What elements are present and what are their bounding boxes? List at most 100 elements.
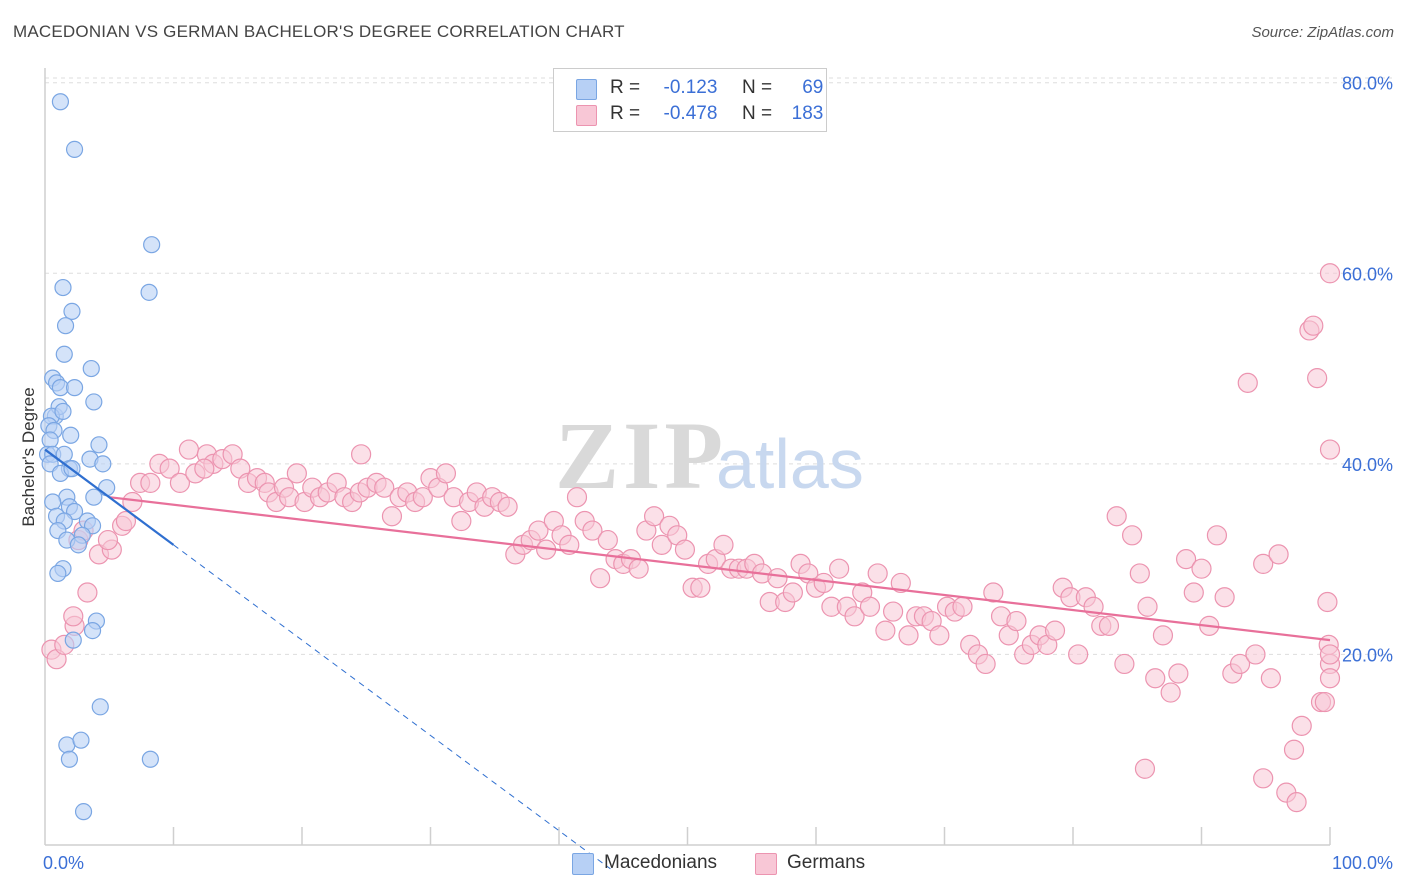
german-point [63, 606, 84, 627]
german-trend-line [109, 496, 1331, 642]
legend-n-label: N = [741, 77, 773, 98]
german-point [1044, 620, 1066, 641]
legend-r-label: R = [610, 77, 641, 98]
macedonian-point [69, 536, 88, 554]
macedonian-point [44, 493, 62, 511]
macedonian-point [85, 488, 103, 506]
german-point [1319, 439, 1341, 460]
german-point [859, 596, 881, 617]
y-axis-label: Bachelor's Degree [19, 387, 38, 526]
german-point [1206, 525, 1228, 546]
german-point [1183, 582, 1204, 603]
macedonian-point [85, 393, 103, 411]
german-point [1137, 596, 1158, 617]
german-point [1319, 263, 1341, 284]
german-point [115, 510, 137, 532]
tick-labels: 20.0% 40.0% 60.0% 80.0% 0.0% 100.0% [43, 74, 1393, 873]
german-point [929, 625, 950, 646]
macedonian-point [143, 236, 161, 254]
macedonians-points [38, 93, 161, 821]
legend-n-label: N = [741, 103, 773, 124]
german-point [1134, 758, 1156, 779]
german-point [975, 653, 996, 675]
legend-label-macedonians: Macedonians [604, 852, 718, 873]
german-point [286, 463, 307, 484]
german-point [1122, 525, 1143, 546]
legend-label-germans: Germans [787, 852, 866, 873]
german-point [412, 487, 433, 508]
german-point [374, 477, 395, 498]
german-point [844, 606, 865, 627]
german-point [194, 458, 215, 479]
macedonian-point [74, 803, 93, 821]
macedonian-point [82, 359, 100, 378]
macedonian-point [72, 731, 90, 749]
german-point [1307, 367, 1328, 389]
source-label: Source: ZipAtlas.com [1251, 24, 1394, 41]
german-point [875, 620, 896, 641]
german-point [1253, 553, 1274, 575]
macedonian-point [51, 93, 70, 111]
german-point [1317, 591, 1338, 613]
german-point [690, 577, 711, 598]
macedonian-point [54, 402, 72, 421]
legend-swatch-macedonians [572, 853, 594, 875]
german-point [1214, 587, 1235, 608]
german-point [597, 529, 618, 551]
macedonian-point [56, 317, 75, 335]
macedonian-trend-line [44, 448, 175, 546]
german-point [651, 534, 672, 555]
german-point [643, 506, 665, 527]
legend-swatch-germans [755, 853, 777, 875]
german-point [1006, 610, 1027, 632]
german-point [1291, 715, 1312, 736]
y-tick-label: 20.0% [1342, 645, 1393, 665]
x-tick-label: 0.0% [43, 853, 84, 873]
german-point [1175, 549, 1197, 570]
macedonian-point [65, 140, 84, 159]
german-point [381, 506, 403, 527]
macedonian-point [140, 283, 158, 301]
legend-n-value: 183 [791, 103, 824, 124]
macedonian-point [94, 455, 112, 473]
german-point [1129, 563, 1150, 584]
german-point [1229, 653, 1251, 675]
german-point [435, 463, 457, 484]
german-point [528, 520, 549, 541]
german-point [1114, 653, 1135, 675]
watermark: ZIP atlas [555, 402, 864, 509]
german-point [1106, 506, 1127, 527]
german-point [882, 601, 904, 622]
german-point [582, 520, 603, 541]
german-point [782, 582, 803, 603]
macedonian-point [60, 750, 79, 768]
macedonian-point [91, 698, 109, 716]
y-tick-label: 40.0% [1342, 455, 1393, 475]
german-point [1253, 768, 1274, 789]
german-point [813, 572, 834, 594]
trend-lines [44, 448, 1331, 870]
macedonian-point [55, 345, 73, 363]
german-point [1314, 691, 1335, 713]
german-point [767, 568, 788, 589]
german-point [351, 444, 372, 465]
german-point [890, 572, 911, 594]
german-point [1260, 668, 1281, 689]
german-point [1098, 615, 1120, 636]
german-point [178, 439, 200, 460]
german-point [867, 563, 888, 584]
macedonian-point [41, 431, 59, 449]
german-point [952, 596, 973, 617]
macedonian-point [141, 750, 159, 768]
macedonian-point [64, 631, 82, 649]
german-point [159, 458, 180, 479]
germans-points [41, 263, 1341, 813]
legend-r-value: -0.123 [663, 77, 718, 98]
german-point [1268, 544, 1289, 565]
watermark-atlas: atlas [716, 425, 864, 503]
legend-swatch-germans [576, 105, 597, 126]
macedonian-point [83, 622, 102, 640]
legend-r-value: -0.478 [663, 103, 718, 124]
german-point [829, 558, 850, 579]
y-tick-label: 80.0% [1342, 74, 1393, 94]
